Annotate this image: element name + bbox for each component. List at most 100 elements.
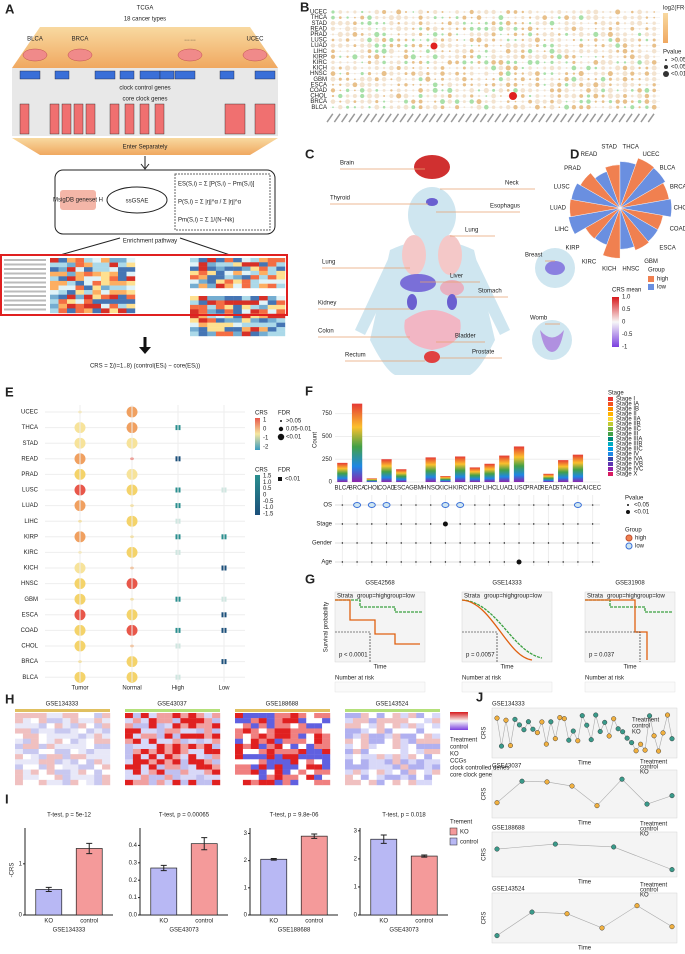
- point: [642, 747, 648, 753]
- wedge: [594, 171, 621, 209]
- dot: [455, 105, 460, 110]
- heat-cell: [266, 713, 275, 719]
- dot: [651, 48, 657, 54]
- legend-label: <0.01: [634, 510, 650, 516]
- dot: [353, 106, 357, 109]
- legend-label: Treatment: [632, 718, 659, 724]
- dot: [403, 93, 409, 99]
- dot: [389, 21, 394, 26]
- dot: [623, 55, 627, 59]
- heat-cell: [125, 749, 134, 755]
- heat-cell: [148, 738, 157, 745]
- heat-cell: [276, 270, 286, 276]
- dot: [426, 83, 429, 86]
- dot: [346, 61, 349, 64]
- dot: [652, 77, 657, 82]
- dot: [516, 559, 522, 565]
- dot: [360, 105, 364, 109]
- point: [633, 748, 639, 754]
- row-name: [4, 299, 46, 302]
- dot: [579, 77, 584, 82]
- heat-cell: [172, 733, 181, 739]
- heat-cell: [259, 258, 268, 263]
- heat-cell: [322, 713, 331, 719]
- heat-cell: [58, 276, 68, 282]
- heat-cell: [408, 723, 417, 729]
- row-label: LUAD: [22, 503, 39, 509]
- heat-cell: [416, 733, 425, 739]
- heat-cell: [376, 723, 385, 729]
- dot: [470, 94, 474, 98]
- dot: [382, 16, 386, 20]
- x-tick-label: GBM: [409, 486, 423, 492]
- heat-cell: [140, 728, 149, 734]
- dot: [645, 16, 649, 19]
- heat-cell: [368, 769, 377, 775]
- heat-cell: [109, 308, 119, 314]
- heat-cell: [58, 271, 68, 277]
- heat-cell: [314, 774, 323, 781]
- dot: [615, 99, 620, 104]
- source: MsigDB geneset H: [53, 198, 103, 204]
- dot: [527, 26, 533, 32]
- legend-dot: [278, 426, 284, 432]
- heat-cell: [132, 779, 142, 786]
- dot: [631, 33, 634, 36]
- wedge: [569, 199, 621, 218]
- heat-cell: [172, 738, 181, 745]
- low-curve: [335, 599, 423, 613]
- dot: [330, 88, 336, 93]
- heat-cell: [148, 764, 157, 770]
- legend-title: Strata: [464, 594, 481, 600]
- heat-cell: [432, 749, 441, 755]
- dot: [400, 561, 402, 563]
- dot: [403, 54, 409, 60]
- heat-cell: [215, 262, 225, 267]
- row-name: [4, 295, 46, 297]
- wedge-label: LIHC: [555, 227, 569, 233]
- legend-label: high: [657, 277, 668, 283]
- dot: [354, 89, 356, 92]
- heat-cell: [118, 308, 127, 314]
- dot: [374, 31, 380, 37]
- dot: [565, 66, 568, 70]
- dot: [345, 88, 350, 93]
- dot: [506, 100, 510, 103]
- heat-cell: [86, 743, 95, 750]
- point: [669, 867, 675, 873]
- heat-cell: [345, 733, 354, 739]
- heat-cell: [188, 743, 197, 750]
- heat-cell: [196, 754, 205, 760]
- dot: [562, 504, 564, 506]
- heat-cell: [164, 738, 173, 745]
- dot: [506, 26, 511, 31]
- heat-cell: [416, 728, 425, 734]
- dot: [410, 54, 416, 60]
- dot: [608, 54, 613, 59]
- heat-cell: [400, 743, 409, 750]
- dot: [441, 61, 444, 64]
- dot: [550, 43, 554, 48]
- heat-cell: [78, 749, 87, 755]
- dot: [440, 38, 445, 42]
- heat-cell: [62, 718, 71, 724]
- point: [615, 726, 621, 732]
- heat-cell: [84, 280, 93, 286]
- x-tick-label: control: [305, 919, 323, 925]
- plot-bg: [491, 831, 678, 878]
- dot: [549, 82, 555, 88]
- dot: [579, 10, 583, 14]
- heat-cell: [62, 738, 71, 745]
- dot: [543, 78, 546, 81]
- heat-cell: [58, 267, 68, 272]
- heat-cell: [38, 713, 47, 719]
- gene-name: [625, 113, 633, 123]
- dot: [645, 27, 649, 31]
- dot: [419, 27, 423, 31]
- dot: [542, 32, 547, 37]
- axis-label: CRS: [482, 727, 488, 740]
- median: [585, 631, 641, 662]
- dot: [645, 83, 649, 87]
- legend-label: group=high: [484, 594, 514, 600]
- dot: [474, 542, 476, 544]
